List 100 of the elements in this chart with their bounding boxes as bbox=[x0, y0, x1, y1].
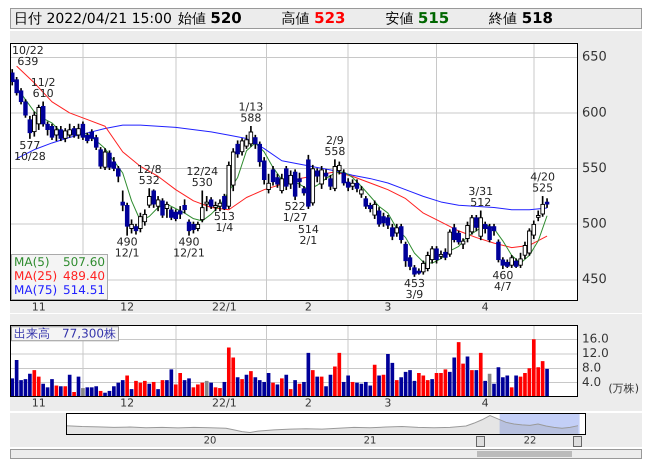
annotation: 522 1/27 bbox=[282, 200, 308, 224]
text: 安値 515 bbox=[385, 9, 450, 28]
bar bbox=[156, 389, 160, 397]
bar bbox=[116, 382, 120, 397]
bar bbox=[417, 372, 421, 397]
bar bbox=[249, 371, 253, 397]
x-tick-label: 22/1 bbox=[212, 396, 237, 410]
bar bbox=[226, 347, 231, 397]
annotation: 3/31 512 bbox=[468, 185, 494, 210]
annotation: 514 2/1 bbox=[298, 223, 319, 248]
annotation: 12/24 530 bbox=[186, 165, 218, 190]
bar bbox=[280, 378, 284, 397]
x-tick-label: 3 bbox=[384, 300, 392, 314]
bar bbox=[478, 352, 483, 397]
bar bbox=[540, 361, 544, 397]
chart-title: 出来高 77,300株 bbox=[14, 326, 116, 340]
y-axis-title: (万株) bbox=[608, 382, 639, 395]
bar bbox=[130, 389, 134, 397]
annotation: 2/9 558 bbox=[324, 134, 346, 158]
bar bbox=[377, 375, 381, 397]
bar bbox=[355, 382, 359, 397]
bar bbox=[120, 380, 125, 397]
bar bbox=[474, 370, 478, 397]
bar bbox=[125, 375, 129, 397]
bar bbox=[320, 376, 324, 397]
y-tick-label: 450 bbox=[582, 272, 607, 288]
bar bbox=[298, 384, 302, 397]
annotation: 513 1/4 bbox=[214, 210, 235, 234]
x-tick-label: 20 bbox=[204, 436, 216, 447]
bar bbox=[160, 380, 164, 397]
bar bbox=[452, 358, 456, 397]
text: 高値 523 bbox=[282, 9, 346, 28]
y-tick-label: 8.0 bbox=[582, 360, 602, 374]
bar bbox=[178, 372, 182, 397]
bar bbox=[532, 339, 536, 397]
text: 終値 518 bbox=[489, 9, 553, 28]
x-tick-label: 22 bbox=[524, 436, 536, 447]
x-tick-label: 2 bbox=[304, 300, 312, 314]
bar bbox=[382, 374, 386, 397]
x-tick-label: 11 bbox=[32, 396, 46, 410]
text: 始値 520 bbox=[178, 9, 242, 28]
bar bbox=[236, 377, 240, 397]
bar bbox=[253, 377, 258, 397]
x-tick-label: 11 bbox=[32, 300, 46, 314]
bar bbox=[315, 376, 320, 397]
bar bbox=[470, 370, 474, 397]
bar bbox=[372, 364, 376, 397]
bar bbox=[68, 374, 72, 397]
bar bbox=[293, 380, 297, 397]
y-tick-label: 550 bbox=[582, 160, 607, 176]
x-tick-label: 22/1 bbox=[212, 300, 237, 314]
y-tick-label: 12.0 bbox=[582, 346, 609, 360]
x-tick-label: 4 bbox=[482, 300, 489, 314]
annotation: 460 4/7 bbox=[492, 269, 514, 294]
annotation: 490 12/1 bbox=[114, 236, 140, 260]
x-tick-label: 4 bbox=[482, 396, 489, 410]
chart-title: 日付 2022/04/21 15:00 bbox=[14, 10, 172, 28]
annotation: 514.51 bbox=[63, 283, 105, 298]
bar bbox=[276, 384, 280, 397]
bar bbox=[76, 376, 80, 397]
y-tick-label: 600 bbox=[582, 105, 607, 120]
bar bbox=[32, 370, 36, 397]
bar bbox=[337, 352, 342, 397]
bar bbox=[430, 379, 434, 397]
bar bbox=[394, 380, 399, 397]
bar bbox=[134, 380, 138, 397]
bar bbox=[192, 387, 196, 397]
bar bbox=[421, 375, 426, 397]
y-tick-label: 4.0 bbox=[582, 374, 602, 389]
text: MA(5) bbox=[14, 255, 50, 270]
bar bbox=[284, 374, 288, 397]
bar bbox=[350, 382, 354, 397]
bar bbox=[209, 382, 213, 397]
bar bbox=[271, 382, 275, 397]
x-tick-label: 21 bbox=[364, 436, 376, 447]
y-tick-label: 500 bbox=[582, 216, 607, 232]
annotation: 1/13 588 bbox=[238, 100, 264, 125]
bar bbox=[266, 372, 270, 397]
annotation: 453 3/9 bbox=[404, 276, 425, 301]
bar bbox=[200, 382, 204, 397]
bar bbox=[310, 370, 315, 397]
bar bbox=[258, 380, 262, 397]
annotation: 507.60 bbox=[63, 255, 105, 270]
bar bbox=[514, 375, 518, 397]
text: MA(75) bbox=[14, 283, 58, 298]
bar bbox=[346, 375, 350, 397]
annotation: 489.40 bbox=[63, 269, 105, 284]
text: MA(25) bbox=[14, 269, 58, 284]
x-tick-label: 12 bbox=[120, 396, 134, 410]
bar bbox=[505, 375, 510, 397]
y-tick-label: 16.0 bbox=[582, 332, 609, 346]
bar bbox=[488, 374, 492, 397]
annotation: 10/22 639 bbox=[12, 44, 44, 68]
x-tick-label: 3 bbox=[384, 396, 392, 410]
bar bbox=[81, 388, 85, 397]
bar bbox=[187, 378, 191, 397]
bar bbox=[147, 384, 152, 397]
bar bbox=[545, 368, 549, 397]
x-tick-label: 12 bbox=[120, 300, 134, 314]
x-tick-label: 2 bbox=[304, 396, 312, 410]
